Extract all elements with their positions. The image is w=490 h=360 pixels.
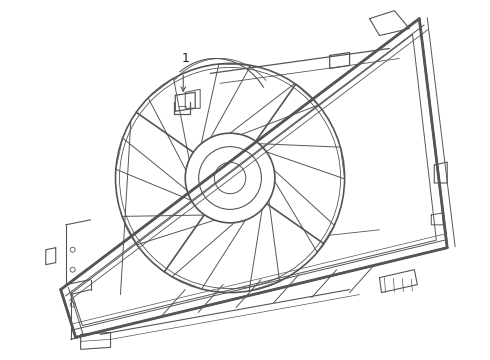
Text: 1: 1 bbox=[181, 52, 189, 65]
